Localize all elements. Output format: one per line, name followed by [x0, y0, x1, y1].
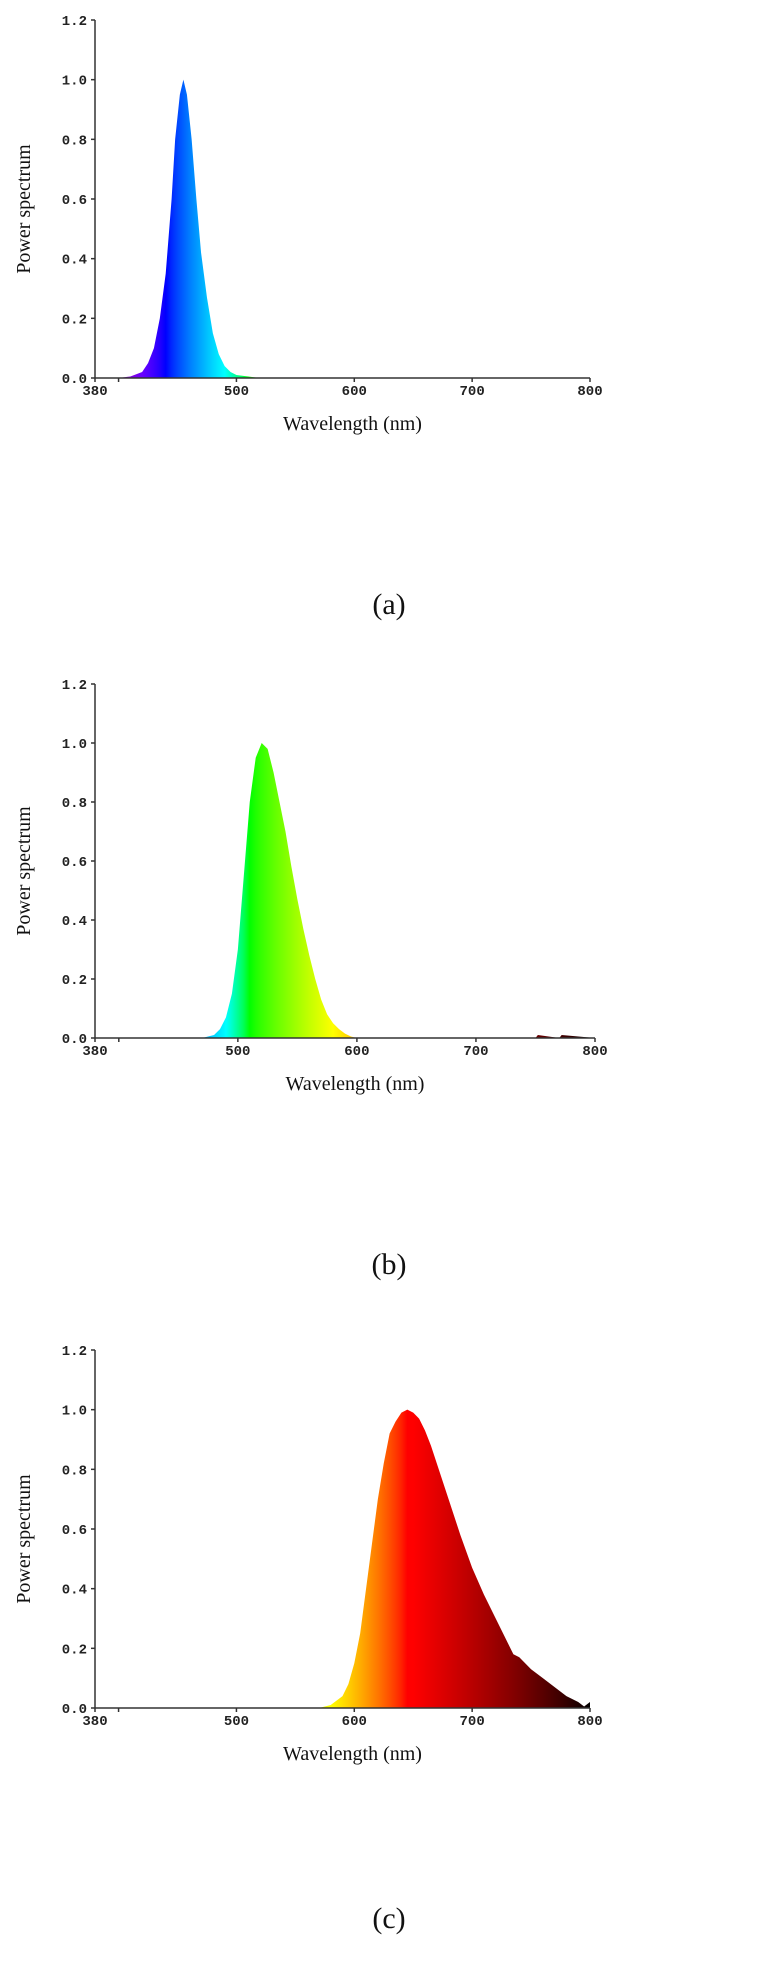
y-axis-title: Power spectrum — [13, 1474, 35, 1604]
x-tick-label: 800 — [582, 1044, 607, 1060]
y-tick-label: 1.0 — [62, 1404, 87, 1420]
y-tick-label: 0.4 — [62, 914, 87, 930]
panel-caption-c: (c) — [372, 1902, 406, 1935]
spectrum-chart-b: 0.0 0.2 0.4 0.6 0.8 1.0 1.2 380 500 600 700 800 Wave… — [13, 678, 608, 1095]
y-tick-label: 0.0 — [62, 1032, 87, 1048]
x-tick-label: 380 — [82, 1714, 107, 1730]
x-tick-label: 700 — [460, 1714, 485, 1730]
y-tick-label: 0.4 — [62, 253, 87, 269]
y-tick-label: 0.8 — [62, 133, 87, 149]
x-axis-title: Wavelength (nm) — [283, 413, 422, 435]
y-tick-label: 0.6 — [62, 1523, 87, 1539]
x-axis-title: Wavelength (nm) — [286, 1073, 425, 1095]
y-tick-label: 0.8 — [62, 796, 87, 812]
y-tick-label: 1.2 — [62, 14, 87, 30]
y-tick-label: 0.8 — [62, 1463, 87, 1479]
spectrum-chart-a: 0.0 0.2 0.4 0.6 0.8 1.0 1.2 380 500 600 700 800 Wave… — [13, 14, 603, 435]
x-tick-label: 800 — [577, 1714, 602, 1730]
spectrum-area — [95, 743, 595, 1038]
spectrum-panel-a: 0.0 0.2 0.4 0.6 0.8 1.0 1.2 380 500 600 700 800 Wave… — [0, 0, 778, 660]
y-tick-label: 0.0 — [62, 372, 87, 388]
spectrum-area — [95, 1409, 590, 1708]
y-tick-label: 1.0 — [62, 737, 87, 753]
x-axis-title: Wavelength (nm) — [283, 1743, 422, 1765]
x-tick-label: 600 — [344, 1044, 369, 1060]
y-tick-label: 1.0 — [62, 74, 87, 90]
x-tick-label: 380 — [82, 384, 107, 400]
spectrum-panel-c: 0.0 0.2 0.4 0.6 0.8 1.0 1.2 380 500 600 700 800 Wave… — [0, 1330, 778, 1979]
y-tick-label: 0.6 — [62, 855, 87, 871]
y-tick-label: 0.2 — [62, 312, 87, 328]
x-tick-label: 500 — [224, 384, 249, 400]
spectrum-panel-b: 0.0 0.2 0.4 0.6 0.8 1.0 1.2 380 500 600 700 800 Wave… — [0, 660, 778, 1330]
x-tick-label: 800 — [577, 384, 602, 400]
y-axis-title: Power spectrum — [13, 806, 35, 936]
x-tick-label: 500 — [225, 1044, 250, 1060]
y-tick-label: 0.0 — [62, 1702, 87, 1718]
y-tick-label: 0.4 — [62, 1583, 87, 1599]
x-tick-label: 700 — [460, 384, 485, 400]
panel-caption-b: (b) — [371, 1248, 407, 1281]
y-tick-label: 1.2 — [62, 1344, 87, 1360]
x-tick-label: 600 — [342, 1714, 367, 1730]
y-tick-label: 0.2 — [62, 973, 87, 989]
y-tick-label: 0.6 — [62, 193, 87, 209]
x-tick-label: 700 — [463, 1044, 488, 1060]
y-axis-title: Power spectrum — [13, 144, 35, 274]
x-tick-label: 500 — [224, 1714, 249, 1730]
panel-caption-a: (a) — [372, 588, 406, 621]
y-tick-label: 0.2 — [62, 1642, 87, 1658]
spectrum-area — [95, 79, 590, 379]
x-tick-label: 600 — [342, 384, 367, 400]
x-tick-label: 380 — [82, 1044, 107, 1060]
spectrum-chart-c: 0.0 0.2 0.4 0.6 0.8 1.0 1.2 380 500 600 700 800 Wave… — [13, 1344, 603, 1765]
y-tick-label: 1.2 — [62, 678, 87, 694]
